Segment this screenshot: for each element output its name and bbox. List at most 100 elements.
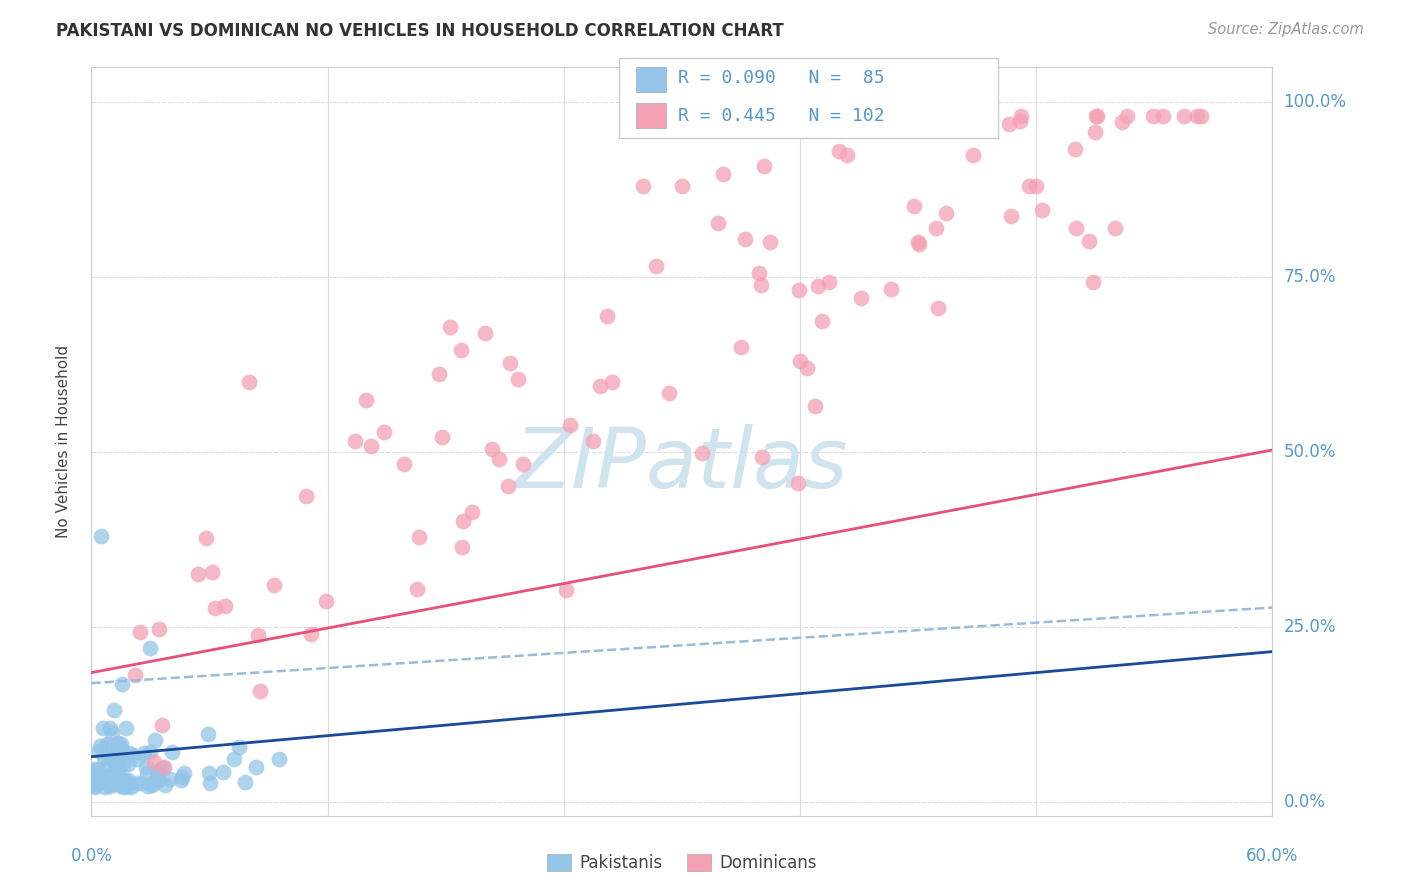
Point (908, 236, 931, 251)
Point (82, 762, 104, 776)
Point (84, 780, 107, 794)
Point (730, 340, 752, 354)
Point (344, 434, 367, 448)
Point (93, 780, 115, 795)
Point (828, 144, 851, 158)
Point (103, 777, 125, 791)
Text: Source: ZipAtlas.com: Source: ZipAtlas.com (1208, 22, 1364, 37)
Point (734, 232, 756, 246)
Text: 50.0%: 50.0% (1284, 443, 1336, 461)
Point (450, 343, 472, 357)
Point (214, 599, 236, 614)
Point (1018, 178, 1040, 193)
Point (98, 777, 121, 791)
Text: R = 0.445   N = 102: R = 0.445 N = 102 (678, 107, 884, 125)
Point (1064, 221, 1087, 235)
Point (759, 235, 782, 249)
Point (789, 354, 811, 368)
Point (1185, 109, 1208, 123)
Point (103, 775, 125, 789)
Point (498, 478, 520, 492)
Point (1104, 221, 1126, 235)
Point (132, 746, 155, 760)
Point (91, 772, 114, 786)
Point (198, 776, 221, 790)
Point (228, 740, 250, 755)
Point (97, 758, 120, 772)
Point (1153, 109, 1175, 123)
Point (87, 744, 110, 758)
Point (135, 760, 157, 774)
Point (658, 386, 681, 401)
Point (110, 780, 132, 794)
Point (1189, 109, 1212, 123)
Point (1173, 109, 1195, 123)
Point (631, 178, 654, 193)
Point (212, 765, 235, 780)
Point (96, 739, 118, 754)
Point (114, 773, 136, 788)
Point (1142, 109, 1164, 123)
Point (124, 667, 146, 681)
Point (451, 514, 474, 528)
Point (103, 703, 125, 717)
Text: R = 0.090   N =  85: R = 0.090 N = 85 (678, 69, 884, 87)
Point (160, 745, 183, 759)
Point (197, 727, 219, 741)
Point (128, 624, 150, 639)
Point (299, 627, 322, 641)
Point (104, 754, 127, 768)
Point (122, 747, 145, 762)
Point (249, 684, 271, 698)
Point (111, 743, 134, 757)
Point (787, 283, 810, 297)
Point (136, 779, 159, 793)
Text: 25.0%: 25.0% (1284, 618, 1336, 636)
Point (170, 772, 193, 787)
Point (111, 677, 134, 691)
Point (907, 235, 929, 249)
Point (117, 772, 139, 787)
Point (201, 566, 224, 580)
Point (558, 418, 581, 433)
Point (110, 745, 132, 759)
Point (1010, 114, 1032, 128)
Point (811, 313, 834, 327)
Point (149, 763, 172, 777)
Point (107, 746, 129, 760)
Point (748, 266, 770, 280)
Text: PAKISTANI VS DOMINICAN NO VEHICLES IN HOUSEHOLD CORRELATION CHART: PAKISTANI VS DOMINICAN NO VEHICLES IN HO… (56, 22, 785, 40)
Point (173, 766, 195, 780)
Point (481, 442, 503, 456)
Point (111, 777, 134, 791)
Point (101, 725, 124, 739)
Point (100, 767, 122, 781)
Point (1064, 142, 1087, 156)
Point (143, 733, 166, 747)
Point (1085, 109, 1108, 123)
Point (1031, 202, 1053, 217)
Point (112, 780, 135, 794)
Point (107, 736, 129, 750)
Point (87, 762, 110, 776)
Text: 100.0%: 100.0% (1284, 93, 1347, 111)
Point (153, 760, 176, 774)
Point (139, 641, 162, 656)
Point (150, 718, 173, 732)
Point (90, 529, 112, 543)
Point (488, 452, 510, 467)
Point (1115, 109, 1137, 123)
Text: 0.0%: 0.0% (1284, 793, 1326, 811)
Point (101, 764, 124, 779)
Point (818, 275, 841, 289)
Point (499, 356, 522, 370)
Point (117, 757, 139, 772)
Point (146, 773, 169, 788)
Point (1085, 109, 1108, 123)
Point (754, 159, 776, 173)
Point (187, 567, 209, 582)
Point (142, 775, 165, 789)
Point (139, 745, 162, 759)
Y-axis label: No Vehicles in Household: No Vehicles in Household (56, 345, 70, 538)
Point (512, 457, 534, 471)
